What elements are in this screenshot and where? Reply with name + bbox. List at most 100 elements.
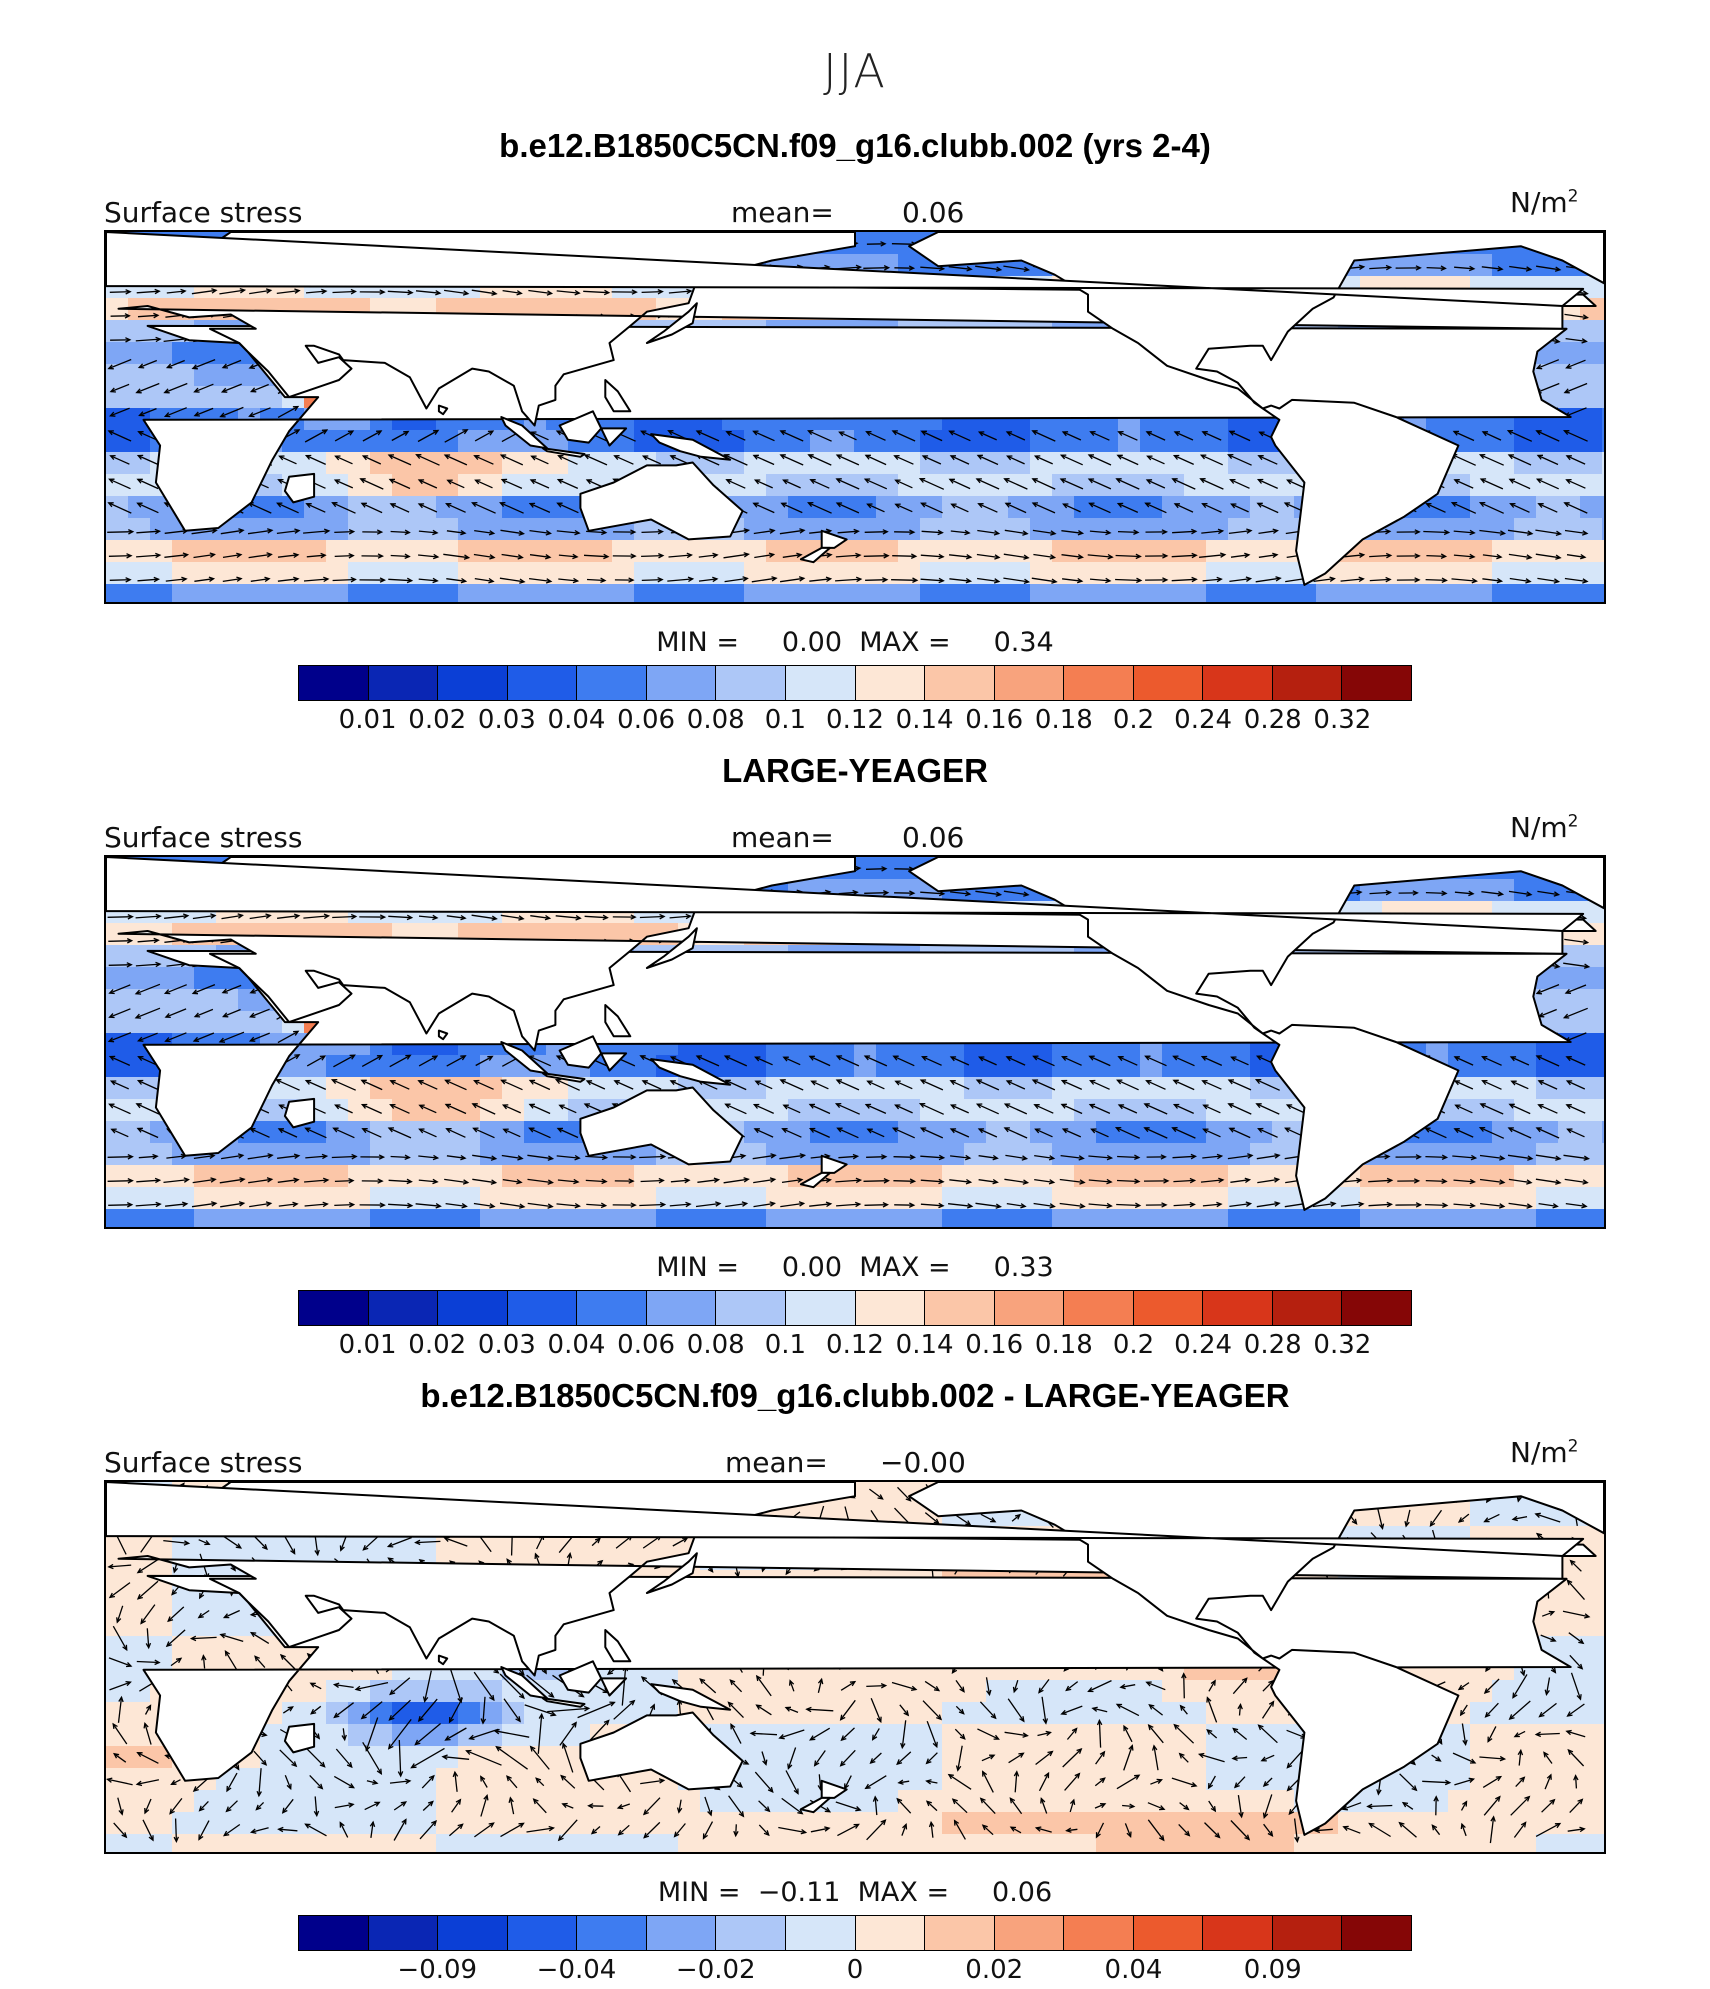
wind-vector xyxy=(334,554,354,558)
wind-vector xyxy=(1537,454,1559,466)
field-cell xyxy=(942,474,965,497)
wind-vector-head xyxy=(323,913,331,920)
field-cell xyxy=(150,1209,173,1227)
field-cell xyxy=(590,452,613,475)
field-cell xyxy=(392,1209,415,1227)
wind-vector xyxy=(755,1080,773,1090)
wind-vector-head xyxy=(1021,1155,1029,1161)
field-cell xyxy=(414,518,437,541)
wind-vector-head xyxy=(864,454,871,460)
wind-vector-head xyxy=(977,503,984,509)
wind-vector-head xyxy=(909,529,916,535)
field-cell xyxy=(1492,879,1515,902)
field-cell xyxy=(810,1209,833,1227)
field-cell xyxy=(1514,1121,1537,1144)
wind-vector-head xyxy=(743,528,751,534)
field-cell xyxy=(106,1077,129,1100)
wind-vector-head xyxy=(964,529,971,536)
wind-vector xyxy=(475,479,493,489)
wind-vector xyxy=(110,455,130,465)
wind-vector-head xyxy=(516,1178,523,1185)
wind-vector-head xyxy=(473,455,480,461)
wind-vector-head xyxy=(938,265,946,272)
panel-2-variable-label: Surface stress xyxy=(104,821,303,854)
wind-vector xyxy=(415,290,441,294)
wind-vector-head xyxy=(1133,529,1140,535)
landmass xyxy=(541,447,586,458)
field-cell xyxy=(744,430,767,453)
wind-vector-head xyxy=(137,431,144,437)
field-cell xyxy=(106,540,129,563)
field-cell xyxy=(832,1187,855,1210)
wind-vector xyxy=(1230,554,1250,558)
wind-vector-head xyxy=(712,576,719,583)
wind-vector xyxy=(111,1128,129,1138)
field-cell xyxy=(1206,540,1229,563)
colorbar-swatch xyxy=(994,666,1065,700)
field-cell xyxy=(920,584,943,602)
field-cell xyxy=(282,1187,305,1210)
wind-vector xyxy=(304,429,328,443)
field-cell xyxy=(1602,1187,1604,1210)
wind-vector xyxy=(166,963,186,967)
field-cell xyxy=(1250,1077,1273,1100)
wind-vector xyxy=(639,1155,665,1159)
field-cell xyxy=(854,518,877,541)
wind-vector-head xyxy=(835,502,843,508)
wind-vector xyxy=(249,914,271,920)
field-cell xyxy=(766,518,789,541)
field-cell xyxy=(678,584,701,602)
field-cell xyxy=(744,1121,767,1144)
wind-vector-head xyxy=(348,529,356,535)
wind-vector xyxy=(474,1080,494,1090)
wind-vector xyxy=(446,578,466,582)
field-cell xyxy=(1206,1077,1229,1100)
field-cell xyxy=(480,562,503,585)
wind-vector xyxy=(1535,553,1561,559)
wind-vector xyxy=(1202,578,1222,582)
wind-vector xyxy=(1004,1103,1028,1115)
field-cell xyxy=(216,342,239,365)
wind-vector xyxy=(362,1128,382,1138)
field-cell xyxy=(546,1121,569,1144)
wind-vector xyxy=(1479,529,1505,535)
wind-vector xyxy=(194,1008,214,1018)
wind-vector xyxy=(922,455,942,465)
wind-vector-head xyxy=(415,454,422,460)
wind-vector-head xyxy=(164,1037,171,1043)
field-cell xyxy=(766,474,789,497)
colorbar-swatch xyxy=(507,666,578,700)
field-cell xyxy=(436,1099,459,1122)
wind-vector xyxy=(1035,455,1053,465)
wind-vector-head xyxy=(500,478,508,484)
field-cell xyxy=(1228,1165,1251,1188)
wind-vector-head xyxy=(1076,577,1084,584)
wind-vector xyxy=(332,502,356,514)
wind-vector-head xyxy=(686,552,693,559)
wind-vector xyxy=(1454,266,1474,270)
field-cell xyxy=(1492,1187,1515,1210)
wind-vector-head xyxy=(237,1153,245,1159)
field-cell xyxy=(304,584,327,602)
field-cell xyxy=(1250,474,1273,497)
field-cell xyxy=(502,496,525,519)
wind-vector-head xyxy=(685,913,692,920)
wind-vector-head xyxy=(125,289,132,295)
wind-vector-head xyxy=(1059,478,1067,484)
wind-vector-head xyxy=(583,454,591,460)
wind-vector xyxy=(193,1032,215,1042)
wind-vector-head xyxy=(1554,338,1561,344)
field-cell xyxy=(172,364,195,387)
wind-vector xyxy=(136,554,160,558)
wind-vector xyxy=(780,577,804,583)
wind-vector xyxy=(164,554,188,558)
wind-vector-head xyxy=(109,1080,117,1086)
wind-vector-head xyxy=(799,1153,807,1159)
field-cell xyxy=(370,1209,393,1227)
field-cell xyxy=(502,1099,525,1122)
colorbar-swatch xyxy=(716,666,786,700)
wind-vector-head xyxy=(1145,479,1153,485)
wind-vector xyxy=(471,289,497,295)
field-cell xyxy=(502,1165,525,1188)
field-cell xyxy=(590,1187,613,1210)
